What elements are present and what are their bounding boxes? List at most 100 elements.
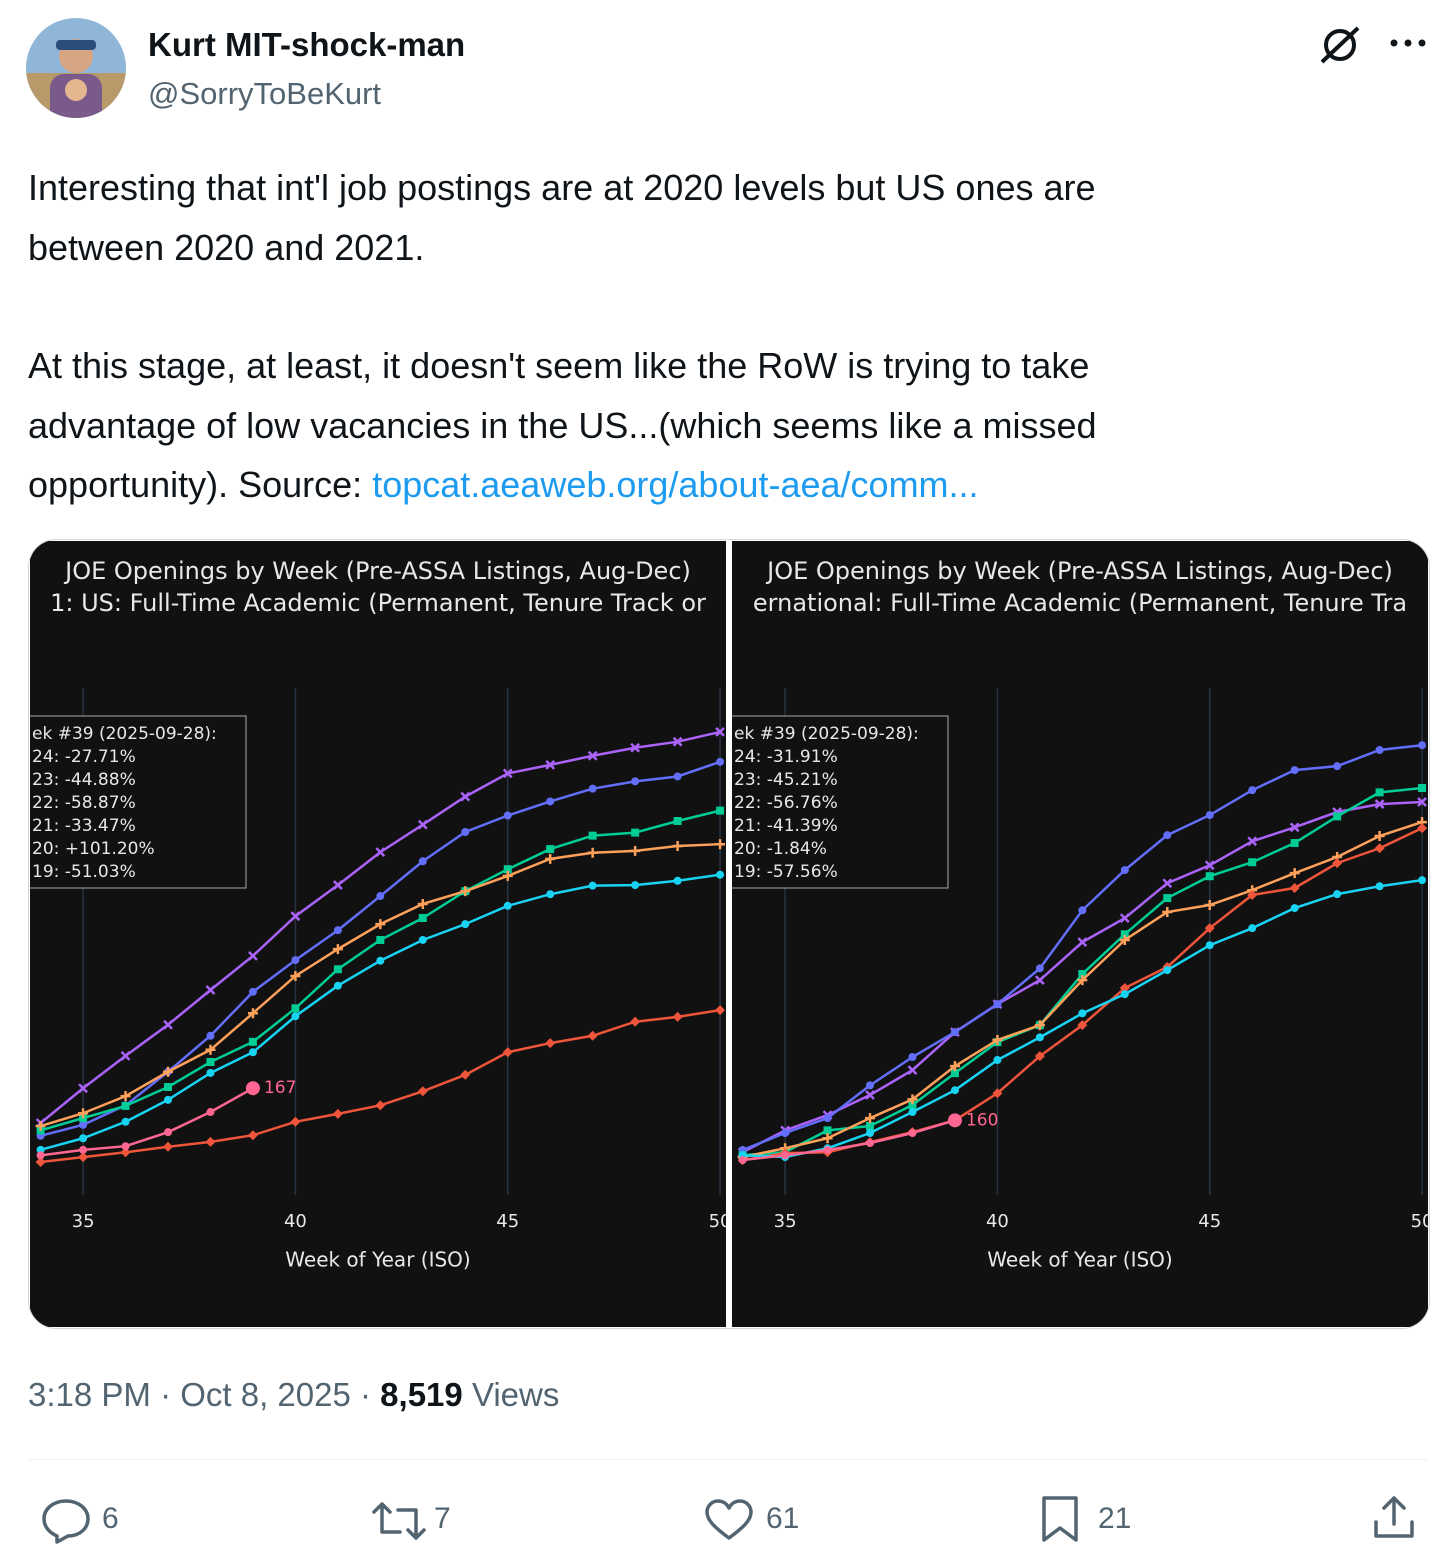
marker [503, 865, 512, 874]
marker [375, 847, 386, 858]
marker [992, 1034, 1003, 1045]
marker [35, 1121, 46, 1132]
marker [290, 970, 301, 981]
user-name[interactable]: Kurt MIT-shock-man [148, 26, 466, 63]
hover-text: 21: -33.47% [32, 816, 136, 836]
marker [1162, 907, 1173, 918]
repost-icon[interactable] [370, 1500, 428, 1542]
marker [1290, 766, 1299, 775]
marker [1290, 904, 1299, 913]
marker [503, 901, 512, 910]
marker [587, 847, 598, 858]
user-handle[interactable]: @SorryToBeKurt [148, 76, 382, 111]
marker [1248, 858, 1257, 867]
marker [376, 892, 385, 901]
marker [1375, 882, 1384, 891]
marker [673, 876, 682, 885]
marker [947, 1113, 962, 1128]
marker [950, 1028, 959, 1037]
marker [1163, 831, 1172, 840]
marker [1077, 975, 1088, 986]
marker [630, 742, 641, 753]
x-tick-label: 45 [496, 1211, 519, 1232]
marker [631, 881, 640, 890]
marker [205, 1044, 216, 1055]
marker [672, 1011, 683, 1022]
marker [866, 1139, 875, 1148]
marker [1417, 797, 1427, 807]
tweet-meta: 3:18 PM · Oct 8, 2025 · 8,519 Views [28, 1376, 559, 1414]
marker [823, 1126, 832, 1135]
marker [1120, 866, 1129, 875]
marker [672, 841, 683, 852]
hover-text: 24: -31.91% [734, 747, 838, 767]
marker [1418, 876, 1427, 885]
marker [291, 956, 300, 965]
series-line [742, 1119, 956, 1162]
chart-title: JOE Openings by Week (Pre-ASSA Listings,… [765, 557, 1393, 585]
marker [823, 1114, 832, 1123]
marker [332, 880, 343, 890]
marker [908, 1101, 917, 1110]
marker [1120, 990, 1129, 999]
marker [866, 1128, 875, 1137]
hover-box [29, 715, 247, 889]
marker [1078, 970, 1087, 979]
text-line: between 2020 and 2021. [28, 226, 425, 268]
x-tick-label: 50 [1411, 1211, 1428, 1232]
marker [673, 772, 682, 781]
marker [1418, 741, 1427, 750]
marker [546, 890, 555, 899]
timestamp[interactable]: 3:18 PM · Oct 8, 2025 · [28, 1376, 371, 1413]
marker [418, 914, 427, 923]
marker [245, 1081, 260, 1096]
marker [1375, 788, 1384, 797]
reply-icon[interactable] [40, 1496, 92, 1544]
data-label: 167 [264, 1078, 296, 1098]
marker [291, 1004, 300, 1013]
share-icon[interactable] [1372, 1494, 1416, 1540]
marker [502, 1047, 513, 1058]
marker [205, 985, 216, 995]
marker [673, 817, 682, 826]
x-tick-label: 45 [1198, 1211, 1221, 1232]
chart-title: JOE Openings by Week (Pre-ASSA Listings,… [63, 557, 691, 585]
marker [546, 845, 555, 854]
marker [1204, 860, 1215, 871]
link[interactable]: topcat.aeaweb.org/about-aea/comm... [372, 464, 979, 505]
marker [823, 1146, 832, 1155]
more-icon[interactable] [1388, 36, 1428, 50]
marker [1163, 894, 1172, 903]
marker [992, 1088, 1003, 1099]
bookmark-icon[interactable] [1040, 1494, 1080, 1544]
chart: JOE Openings by Week (Pre-ASSA Listings,… [729, 557, 1429, 1272]
marker [1333, 762, 1342, 771]
grok-icon[interactable] [1318, 24, 1364, 66]
marker [121, 1142, 130, 1151]
marker [545, 853, 556, 864]
marker [333, 981, 342, 990]
marker [206, 1057, 215, 1066]
marker [1374, 843, 1385, 854]
marker [715, 839, 726, 850]
media[interactable]: JOE Openings by Week (Pre-ASSA Listings,… [28, 539, 1430, 1329]
marker [206, 1108, 215, 1117]
marker [79, 1145, 88, 1154]
marker [1119, 934, 1130, 945]
avatar[interactable] [26, 18, 126, 118]
marker [1332, 858, 1343, 869]
marker [290, 911, 301, 922]
marker [1289, 822, 1300, 833]
marker [248, 1048, 257, 1057]
hover-text: 22: -56.76% [734, 793, 838, 813]
marker [332, 1108, 343, 1119]
like-icon[interactable] [704, 1498, 754, 1542]
marker [1374, 799, 1385, 810]
marker [78, 1152, 89, 1163]
x-tick-label: 40 [986, 1211, 1009, 1232]
marker [1077, 1020, 1088, 1031]
marker [546, 797, 555, 806]
data-label: 160 [966, 1110, 998, 1130]
marker [1204, 900, 1215, 911]
